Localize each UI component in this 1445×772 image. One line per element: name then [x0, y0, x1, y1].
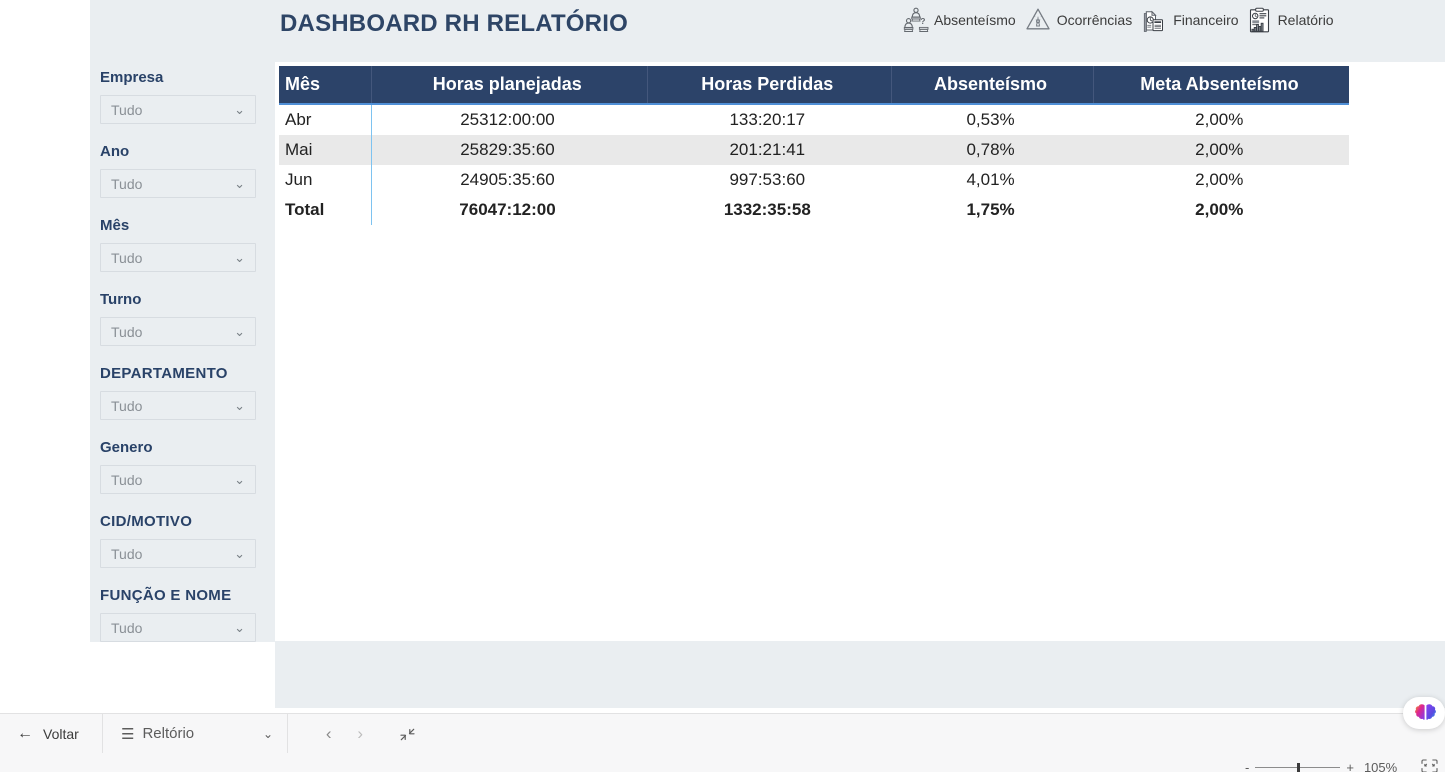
svg-text:?: ?	[920, 16, 925, 26]
